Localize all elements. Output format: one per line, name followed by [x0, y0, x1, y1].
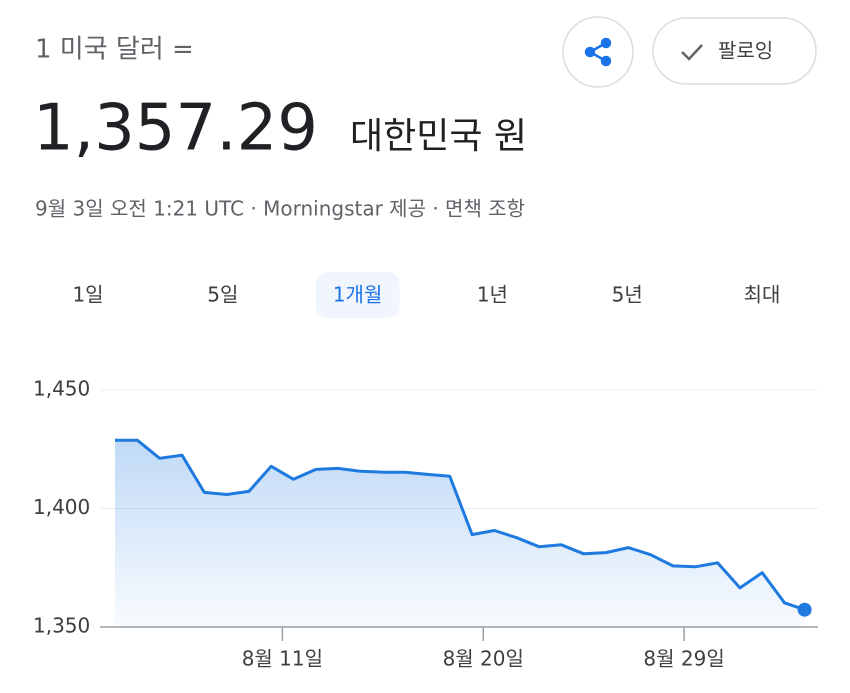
- tab[interactable]: 5년: [612, 283, 643, 307]
- x-tick-label: 8월 29일: [643, 647, 724, 671]
- y-tick-label: 1,450: [33, 377, 90, 401]
- tab[interactable]: 1개월: [333, 283, 383, 307]
- follow-button[interactable]: 팔로잉: [652, 17, 817, 85]
- price-line: [115, 438, 806, 612]
- rate-prefix: 1 미국 달러 =: [35, 35, 194, 65]
- check-icon: [681, 44, 703, 61]
- tab[interactable]: 1년: [477, 283, 508, 307]
- share-icon: [584, 37, 612, 67]
- x-tick-label: 8월 11일: [242, 647, 323, 671]
- share-circle[interactable]: [562, 16, 634, 88]
- tab[interactable]: 최대: [744, 283, 781, 307]
- tab-highlight[interactable]: [315, 272, 400, 318]
- tab[interactable]: 5일: [207, 283, 238, 307]
- follow-label[interactable]: 팔로잉: [718, 39, 773, 63]
- y-tick-label: 1,400: [33, 495, 90, 519]
- tab[interactable]: 1일: [72, 283, 103, 307]
- currency-name: 대한민국 원: [350, 116, 527, 157]
- share-button[interactable]: [562, 16, 634, 88]
- x-tick-label: 8월 20일: [443, 647, 524, 671]
- rate-value: 1,357.29: [33, 92, 318, 166]
- follow-pill[interactable]: [652, 17, 817, 85]
- area-fill: [115, 440, 805, 627]
- meta-line: 9월 3일 오전 1:21 UTC · Morningstar 제공 · 면책 …: [35, 197, 525, 221]
- end-point: [797, 602, 812, 617]
- y-tick-label: 1,350: [33, 614, 90, 638]
